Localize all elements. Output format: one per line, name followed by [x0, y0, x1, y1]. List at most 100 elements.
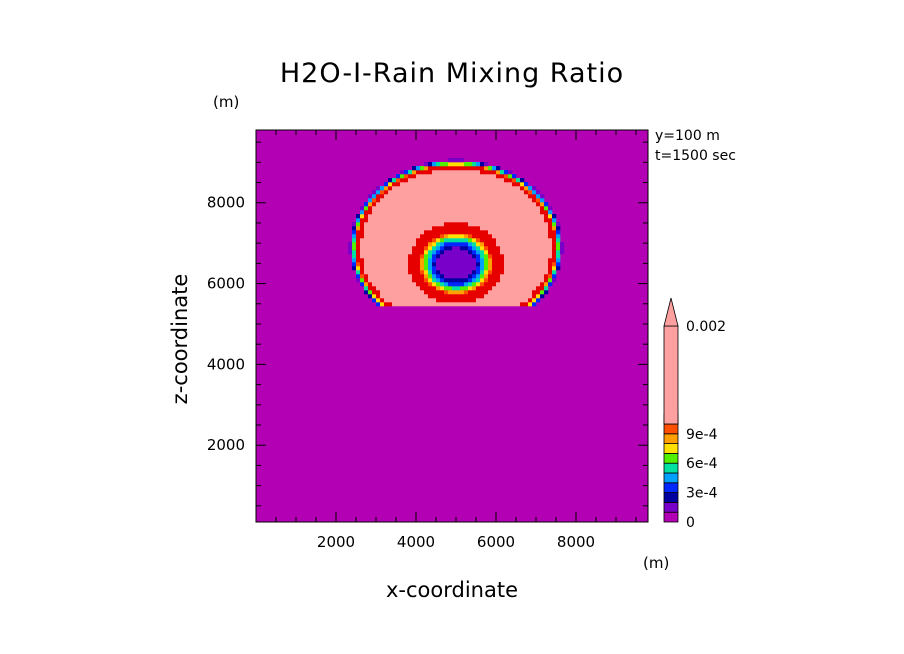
heatmap-cell	[376, 290, 381, 295]
heatmap-cell	[420, 214, 425, 219]
heatmap-cell	[424, 178, 429, 183]
heatmap-cell	[436, 262, 441, 267]
colorbar-swatch	[663, 433, 679, 444]
heatmap-cell	[464, 170, 469, 175]
heatmap-cell	[492, 194, 497, 199]
heatmap-cell	[400, 282, 405, 287]
heatmap-cell	[520, 266, 525, 271]
heatmap-cell	[436, 190, 441, 195]
heatmap-cell	[528, 210, 533, 215]
heatmap-cell	[504, 210, 509, 215]
heatmap-cell	[460, 234, 465, 239]
heatmap-cell	[480, 218, 485, 223]
heatmap-cell	[516, 254, 521, 259]
heatmap-cell	[436, 282, 441, 287]
heatmap-cell	[468, 278, 473, 283]
heatmap-cell	[464, 266, 469, 271]
heatmap-cell	[404, 286, 409, 291]
heatmap-cell	[520, 246, 525, 251]
heatmap-cell	[388, 226, 393, 231]
heatmap-cell	[372, 258, 377, 263]
heatmap-cell	[364, 246, 369, 251]
heatmap-cell	[392, 230, 397, 235]
heatmap-cell	[512, 242, 517, 247]
heatmap-cell	[500, 246, 505, 251]
heatmap-cell	[480, 222, 485, 227]
heatmap-cell	[516, 294, 521, 299]
heatmap-cell	[556, 226, 561, 231]
heatmap-cell	[456, 258, 461, 263]
heatmap-cell	[480, 278, 485, 283]
heatmap-cell	[504, 298, 509, 303]
heatmap-cell	[468, 206, 473, 211]
heatmap-cell	[376, 222, 381, 227]
heatmap-cell	[376, 266, 381, 271]
heatmap-cell	[412, 266, 417, 271]
heatmap-cell	[352, 266, 357, 271]
heatmap-cell	[528, 282, 533, 287]
heatmap-cell	[376, 282, 381, 287]
heatmap-cell	[416, 190, 421, 195]
heatmap-cell	[448, 194, 453, 199]
heatmap-cell	[508, 294, 513, 299]
heatmap-cell	[536, 262, 541, 267]
heatmap-cell	[452, 238, 457, 243]
heatmap-cell	[364, 270, 369, 275]
heatmap-cell	[432, 278, 437, 283]
heatmap-cell	[476, 178, 481, 183]
heatmap-cell	[420, 238, 425, 243]
heatmap-cell	[380, 198, 385, 203]
heatmap-cell	[380, 202, 385, 207]
heatmap-cell	[400, 266, 405, 271]
heatmap-cell	[364, 230, 369, 235]
heatmap-cell	[400, 218, 405, 223]
heatmap-cell	[412, 246, 417, 251]
heatmap-cell	[508, 250, 513, 255]
x-unit-label: (m)	[643, 554, 670, 572]
heatmap-cell	[520, 238, 525, 243]
heatmap-cell	[444, 250, 449, 255]
heatmap-cell	[412, 290, 417, 295]
heatmap-cell	[460, 206, 465, 211]
heatmap-cell	[556, 246, 561, 251]
heatmap-cell	[364, 206, 369, 211]
heatmap-cell	[492, 250, 497, 255]
heatmap-cell	[496, 242, 501, 247]
heatmap-cell	[376, 246, 381, 251]
heatmap-cell	[464, 250, 469, 255]
heatmap-cell	[456, 174, 461, 179]
heatmap-cell	[368, 258, 373, 263]
heatmap-cell	[396, 226, 401, 231]
heatmap-cell	[464, 294, 469, 299]
heatmap-cell	[472, 246, 477, 251]
heatmap-cell	[480, 258, 485, 263]
heatmap-cell	[400, 170, 405, 175]
heatmap-cell	[452, 162, 457, 167]
heatmap-cell	[484, 186, 489, 191]
heatmap-cell	[364, 254, 369, 259]
heatmap-cell	[464, 286, 469, 291]
heatmap-cell	[440, 254, 445, 259]
heatmap-cell	[480, 274, 485, 279]
heatmap-cell	[372, 278, 377, 283]
heatmap-cell	[388, 194, 393, 199]
heatmap-cell	[520, 226, 525, 231]
heatmap-cell	[424, 262, 429, 267]
heatmap-cell	[496, 286, 501, 291]
heatmap-cell	[544, 246, 549, 251]
heatmap-cell	[528, 190, 533, 195]
heatmap-cell	[432, 238, 437, 243]
heatmap-cell	[396, 222, 401, 227]
heatmap-cell	[500, 282, 505, 287]
heatmap-cell	[420, 270, 425, 275]
heatmap-cell	[424, 286, 429, 291]
heatmap-cell	[484, 274, 489, 279]
heatmap-cell	[496, 250, 501, 255]
heatmap-cell	[396, 190, 401, 195]
heatmap-cell	[424, 222, 429, 227]
heatmap-cell	[380, 262, 385, 267]
heatmap-cell	[384, 214, 389, 219]
heatmap-cell	[432, 246, 437, 251]
heatmap-cell	[508, 262, 513, 267]
